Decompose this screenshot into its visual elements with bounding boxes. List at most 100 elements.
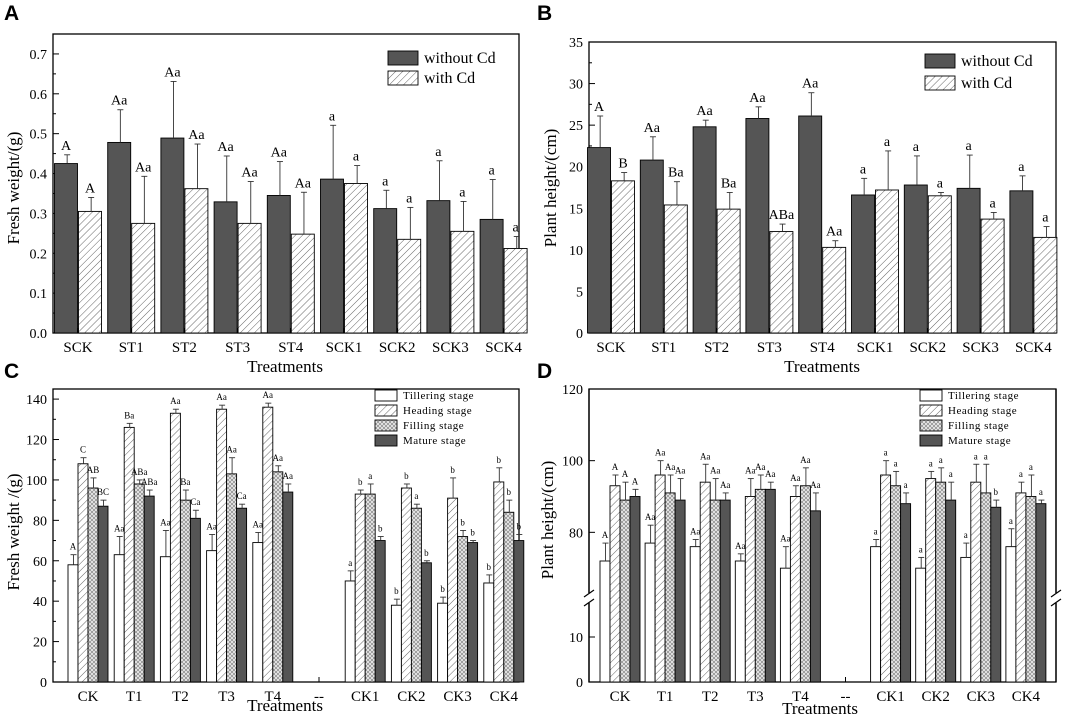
panel-a-bar bbox=[213, 201, 238, 334]
panel-b-bar bbox=[587, 147, 611, 334]
panel-b-bar bbox=[980, 218, 1005, 334]
panel-c-ytick-label: 100 bbox=[26, 474, 47, 489]
panel-a-bar bbox=[131, 222, 156, 334]
panel-d-bar bbox=[629, 496, 641, 683]
panel-d-sig-label: Aa bbox=[710, 466, 721, 476]
panel-b-sig-label: Ba bbox=[721, 176, 737, 191]
panel-a-ytick-label: 0.1 bbox=[30, 287, 48, 302]
panel-c-bar bbox=[123, 426, 135, 683]
panel-c-sig-label: ABa bbox=[131, 467, 148, 477]
panel-a-sig-label: a bbox=[353, 150, 360, 165]
panel-b-sig-label: Aa bbox=[644, 121, 661, 136]
panel-d-legend-swatch bbox=[919, 389, 943, 402]
panel-d-legend-swatch bbox=[919, 434, 943, 447]
panel-b-bar bbox=[903, 184, 928, 334]
panel-c-sig-label: Aa bbox=[273, 453, 284, 463]
panel-b-sig-label: a bbox=[965, 139, 972, 154]
panel-d-xtick-label: -- bbox=[841, 689, 851, 705]
panel-c-sig-label: Aa bbox=[263, 390, 274, 400]
panel-b-bar bbox=[875, 189, 899, 334]
panel-c-legend-label: Heading stage bbox=[403, 405, 472, 417]
panel-a-ytick-label: 0.4 bbox=[30, 168, 48, 183]
panel-c-bar bbox=[374, 540, 386, 683]
panel-a-xtick-label: SCK2 bbox=[379, 340, 416, 356]
panel-a-bar bbox=[184, 188, 209, 334]
panel-d-xtick-label: CK2 bbox=[922, 689, 950, 705]
panel-c-sig-label: Aa bbox=[216, 392, 227, 402]
panel-a-xtick-label: SCK3 bbox=[432, 340, 469, 356]
panel-c-sig-label: b bbox=[378, 524, 383, 534]
panel-a-legend-label: without Cd bbox=[424, 50, 496, 67]
panel-d-sig-label: A bbox=[612, 462, 619, 472]
panel-c-sig-label: b bbox=[440, 584, 445, 594]
panel-d-xtick-label: T3 bbox=[747, 689, 764, 705]
panel-a-bar bbox=[237, 222, 262, 334]
panel-c-bar bbox=[493, 481, 505, 683]
panel-c-bar bbox=[282, 491, 294, 683]
panel-c-xtick-label: T3 bbox=[218, 689, 235, 705]
panel-d-sig-label: Aa bbox=[790, 473, 801, 483]
panel-c-bar bbox=[67, 564, 79, 683]
panel-b-sig-label: a bbox=[1018, 160, 1025, 175]
panel-a-sig-label: Aa bbox=[188, 128, 205, 143]
panel-a-bar bbox=[426, 200, 451, 334]
panel-b-xtick-label: SCK2 bbox=[909, 340, 946, 356]
panel-a-ytick-label: 0.5 bbox=[30, 128, 48, 143]
panel-d-bar bbox=[870, 546, 882, 683]
panel-b-sig-label: Aa bbox=[826, 225, 843, 240]
panel-b-sig-label: A bbox=[594, 100, 605, 115]
panel-d-sig-label: a bbox=[919, 544, 923, 554]
panel-c-bar bbox=[206, 550, 218, 683]
panel-c-bar bbox=[420, 562, 432, 683]
panel-letter-a: A bbox=[4, 2, 19, 25]
panel-c-bar bbox=[226, 473, 238, 683]
panel-a-legend-label: with Cd bbox=[424, 70, 475, 87]
panel-c-sig-label: b bbox=[497, 455, 502, 465]
panel-d-xtick-label: T2 bbox=[702, 689, 719, 705]
panel-d-sig-label: a bbox=[1029, 462, 1033, 472]
panel-a-bar bbox=[266, 195, 291, 334]
panel-b-sig-label: a bbox=[989, 196, 996, 211]
panel-c-bar bbox=[457, 536, 469, 683]
panel-a-sig-label: A bbox=[85, 181, 96, 196]
panel-a-sig-label: a bbox=[435, 145, 442, 160]
panel-c-xtick-label: T4 bbox=[264, 689, 281, 705]
panel-c-sig-label: BC bbox=[97, 487, 109, 497]
panel-b-ytick-label: 30 bbox=[569, 78, 583, 93]
panel-c-sig-label: Ba bbox=[180, 477, 190, 487]
panel-d-axis-break-gap bbox=[585, 593, 1060, 603]
panel-c-ytick-label: 80 bbox=[33, 514, 47, 529]
panel-a-bar bbox=[450, 230, 475, 334]
panel-d-sig-label: Aa bbox=[810, 480, 821, 490]
panel-d-ytick-label: 80 bbox=[569, 526, 583, 541]
panel-d-sig-label: a bbox=[874, 527, 878, 537]
panel-a-ytick-label: 0.3 bbox=[30, 207, 48, 222]
panel-c-bar bbox=[354, 493, 366, 683]
panel-c-bar bbox=[169, 412, 181, 683]
panel-d-ylabel: Plant height/(cm) bbox=[538, 461, 557, 580]
panel-d-sig-label: Aa bbox=[700, 451, 711, 461]
panel-c-bar bbox=[400, 487, 412, 683]
panel-d-bar bbox=[970, 481, 982, 683]
panel-d-sig-label: a bbox=[939, 455, 943, 465]
panel-a-sig-label: Aa bbox=[241, 166, 258, 181]
panel-c-legend-swatch bbox=[374, 434, 398, 447]
panel-c-bar bbox=[262, 406, 274, 683]
panel-d-xtick-label: CK3 bbox=[967, 689, 995, 705]
panel-b-xtick-label: SCK1 bbox=[857, 340, 894, 356]
panel-d-sig-label: a bbox=[884, 448, 888, 458]
panel-d-bar bbox=[915, 567, 927, 683]
panel-b-ytick-label: 25 bbox=[569, 119, 583, 134]
panel-c-xlabel: Treatments bbox=[247, 696, 323, 715]
panel-d-bar bbox=[644, 542, 656, 683]
panel-c-sig-label: b bbox=[517, 521, 522, 531]
panel-c-sig-label: Aa bbox=[253, 519, 264, 529]
panel-c-xtick-label: -- bbox=[314, 689, 324, 705]
panel-b-ylabel: Plant height/(cm) bbox=[541, 129, 560, 248]
panel-d-sig-label: b bbox=[994, 487, 999, 497]
panel-b-bar bbox=[611, 180, 635, 334]
panel-c-legend-swatch bbox=[374, 389, 398, 402]
panel-d-sig-label: Aa bbox=[735, 541, 746, 551]
panel-a-ytick-label: 0.7 bbox=[30, 48, 48, 63]
panel-b-sig-label: a bbox=[884, 135, 891, 150]
